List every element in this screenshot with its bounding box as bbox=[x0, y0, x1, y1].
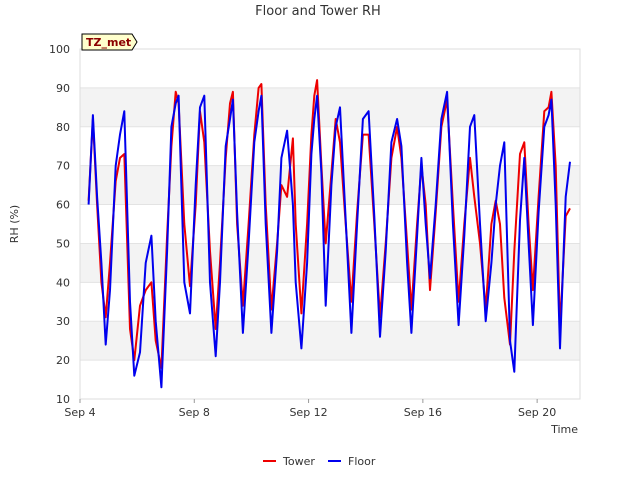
plot-area bbox=[79, 48, 581, 400]
y-tick-label: 50 bbox=[56, 237, 70, 250]
legend-label-tower: Tower bbox=[282, 455, 315, 468]
x-tick-label: Sep 12 bbox=[289, 406, 327, 419]
legend: Tower Floor bbox=[263, 455, 376, 468]
x-axis-ticks: Sep 4 Sep 8 Sep 12 Sep 16 Sep 20 bbox=[64, 399, 556, 419]
y-tick-label: 100 bbox=[49, 43, 70, 56]
legend-label-floor: Floor bbox=[348, 455, 376, 468]
chart-title: Floor and Tower RH bbox=[255, 4, 381, 19]
background-band bbox=[80, 243, 580, 283]
badge-shape bbox=[81, 33, 138, 51]
badge-label: TZ_met bbox=[86, 36, 131, 49]
y-tick-label: 10 bbox=[56, 393, 70, 406]
station-badge: TZ_met bbox=[81, 33, 138, 51]
y-tick-label: 30 bbox=[56, 315, 70, 328]
y-tick-label: 60 bbox=[56, 199, 70, 212]
series-line-floor bbox=[87, 90, 571, 389]
x-tick-label: Sep 8 bbox=[179, 406, 210, 419]
x-tick-label: Sep 16 bbox=[404, 406, 442, 419]
y-tick-label: 20 bbox=[56, 354, 70, 367]
background-bands bbox=[80, 87, 580, 361]
y-axis-label: RH (%) bbox=[8, 205, 21, 243]
y-tick-label: 40 bbox=[56, 276, 70, 289]
x-axis-label: Time bbox=[550, 423, 578, 436]
x-tick-label: Sep 4 bbox=[64, 406, 95, 419]
y-tick-label: 80 bbox=[56, 121, 70, 134]
background-band bbox=[80, 87, 580, 127]
y-tick-label: 90 bbox=[56, 82, 70, 95]
y-axis-ticks: 10 20 30 40 50 60 70 80 90 100 bbox=[49, 43, 70, 406]
data-series bbox=[87, 79, 571, 389]
x-tick-label: Sep 20 bbox=[518, 406, 556, 419]
y-tick-label: 70 bbox=[56, 160, 70, 173]
